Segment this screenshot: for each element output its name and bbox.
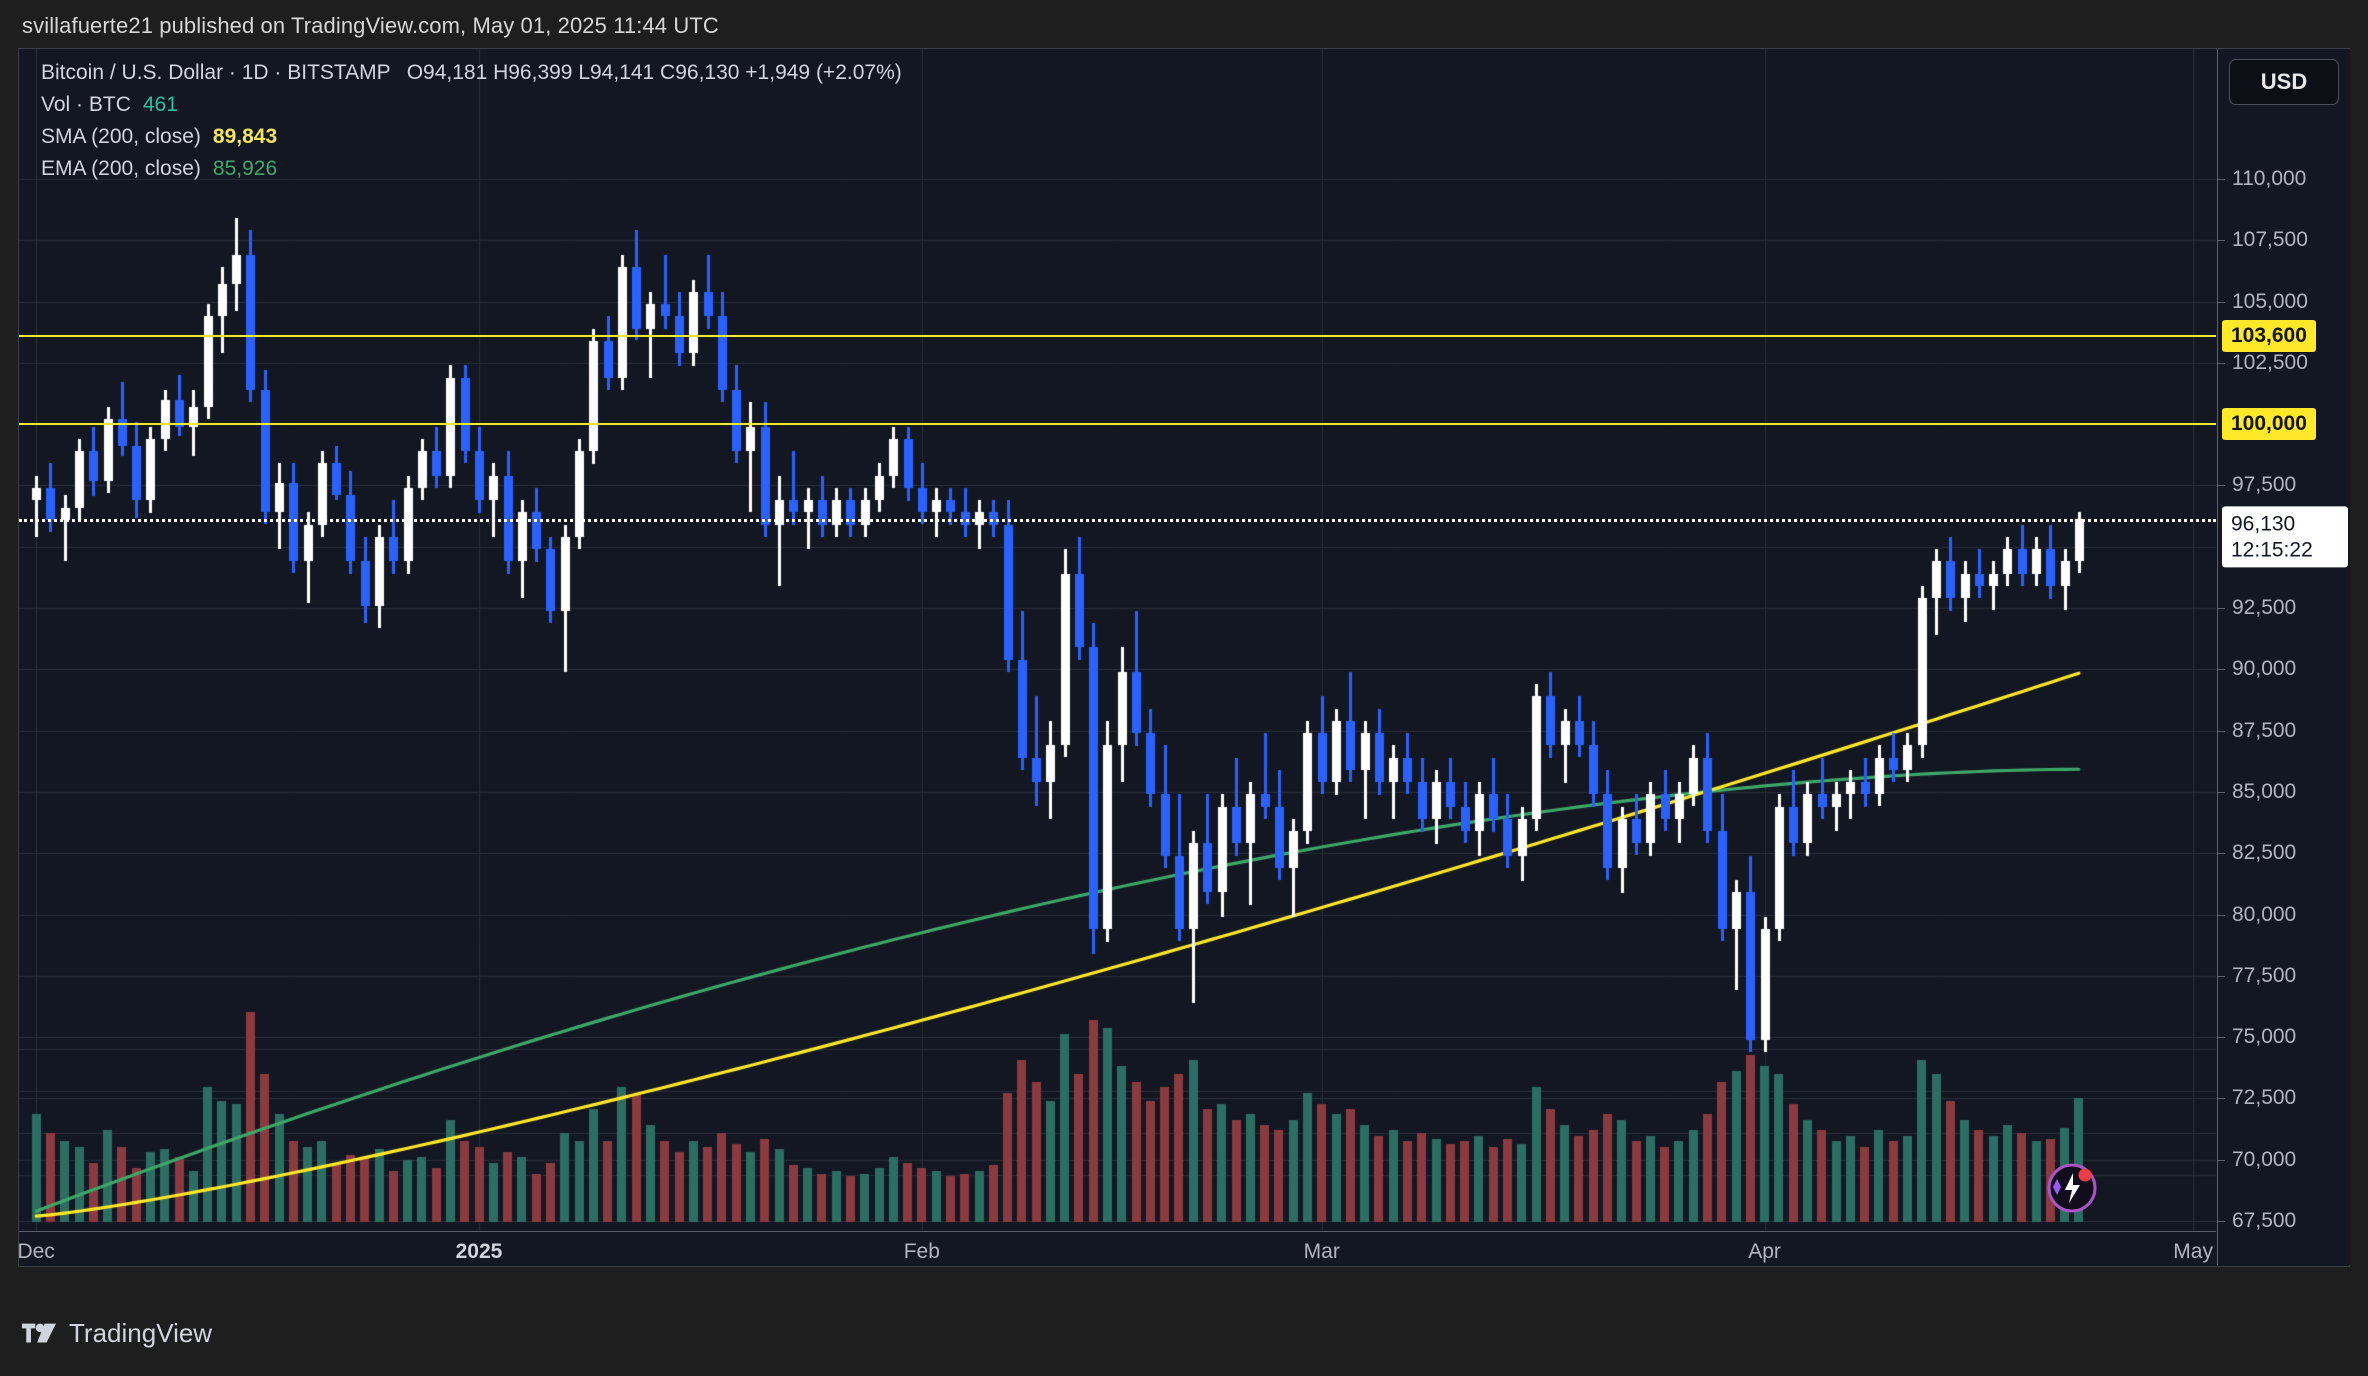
time-tick-feb: Feb xyxy=(903,1240,940,1263)
price-tick-107500: 107,500 xyxy=(2232,228,2308,252)
price-tickmark xyxy=(2218,1160,2225,1161)
publish-text: svillafuerte21 published on TradingView.… xyxy=(22,13,719,38)
price-tickmark xyxy=(2218,1098,2225,1099)
price-tick-72500: 72,500 xyxy=(2232,1086,2297,1110)
chart-frame: Bitcoin / U.S. Dollar · 1D · BITSTAMP O9… xyxy=(17,48,2350,1267)
time-tick-may: May xyxy=(2173,1240,2213,1263)
price-tickmark xyxy=(2218,179,2225,180)
candlestick-canvas[interactable] xyxy=(19,49,2216,1231)
price-axis[interactable]: USD 96,130 12:15:22 110,000 107,500 105,00… xyxy=(2217,49,2350,1265)
tradingview-footer: TradingView xyxy=(22,1318,212,1349)
currency-badge[interactable]: USD xyxy=(2229,59,2339,105)
price-tick-82500: 82,500 xyxy=(2232,841,2297,865)
sma-label: SMA (200, close) xyxy=(41,125,201,148)
legend-row-sma[interactable]: SMA (200, close) 89,843 xyxy=(41,121,902,153)
legend-row-volume[interactable]: Vol · BTC 461 xyxy=(41,89,902,121)
price-pane[interactable]: Bitcoin / U.S. Dollar · 1D · BITSTAMP O9… xyxy=(19,49,2216,1265)
ohlc-values: O94,181 H96,399 L94,141 C96,130 +1,949 (… xyxy=(406,61,902,84)
price-tick-87500: 87,500 xyxy=(2232,718,2297,742)
price-tick-75000: 75,000 xyxy=(2232,1025,2297,1049)
ema-value: 85,926 xyxy=(212,157,278,180)
last-price-value: 96,130 xyxy=(2231,512,2296,536)
price-tick-97500: 97,500 xyxy=(2232,473,2297,497)
price-tickmark xyxy=(2218,485,2225,486)
volume-label: Vol · BTC xyxy=(41,93,131,116)
price-tickmark xyxy=(2218,731,2225,732)
price-tick-67500: 67,500 xyxy=(2232,1209,2297,1232)
volume-value: 461 xyxy=(142,93,178,116)
chart-legend: Bitcoin / U.S. Dollar · 1D · BITSTAMP O9… xyxy=(41,57,902,185)
price-level-line-100000[interactable] xyxy=(19,423,2216,426)
time-tick-apr: Apr xyxy=(1748,1240,1781,1263)
tradingview-brand: TradingView xyxy=(69,1318,213,1348)
publish-attribution: svillafuerte21 published on TradingView.… xyxy=(22,10,719,42)
price-tickmark xyxy=(2218,853,2225,854)
price-tickmark xyxy=(2218,792,2225,793)
price-tick-80000: 80,000 xyxy=(2232,902,2297,926)
price-tickmark xyxy=(2218,1221,2225,1222)
price-tick-105000: 105,000 xyxy=(2232,289,2308,313)
price-tick-110000: 110,000 xyxy=(2232,167,2307,190)
price-tickmark xyxy=(2218,302,2225,303)
price-tickmark xyxy=(2218,240,2225,241)
last-price-line xyxy=(19,519,2216,523)
price-tickmark xyxy=(2218,608,2225,609)
price-tick-85000: 85,000 xyxy=(2232,779,2297,803)
time-tick-mar: Mar xyxy=(1303,1240,1340,1263)
legend-row-ema[interactable]: EMA (200, close) 85,926 xyxy=(41,153,902,185)
price-tick-102500: 102,500 xyxy=(2232,350,2308,374)
tradingview-logo-icon xyxy=(22,1323,56,1342)
last-price-badge[interactable]: 96,130 12:15:22 xyxy=(2222,506,2348,568)
currency-label: USD xyxy=(2260,69,2308,94)
price-tickmark xyxy=(2218,976,2225,977)
price-tick-92500: 92,500 xyxy=(2232,596,2297,620)
sma-value: 89,843 xyxy=(212,125,278,148)
price-tick-77500: 77,500 xyxy=(2232,963,2297,987)
price-level-line-103600[interactable] xyxy=(19,334,2216,337)
price-tick-90000: 90,000 xyxy=(2232,657,2297,681)
price-tick-70000: 70,000 xyxy=(2232,1147,2297,1171)
time-tick-2025: 2025 xyxy=(455,1240,503,1263)
price-tickmark xyxy=(2218,1037,2225,1038)
price-level-badge-103600[interactable]: 103,600 xyxy=(2222,319,2316,352)
price-level-badge-100000[interactable]: 100,000 xyxy=(2222,408,2316,441)
bar-countdown: 12:15:22 xyxy=(2231,538,2313,562)
price-tickmark xyxy=(2218,915,2225,916)
price-tickmark xyxy=(2218,363,2225,364)
ema-label: EMA (200, close) xyxy=(41,157,201,180)
time-tick-dec: Dec xyxy=(17,1240,55,1263)
ai-spark-icon[interactable] xyxy=(2039,1157,2101,1219)
price-tickmark xyxy=(2218,669,2225,670)
symbol-title: Bitcoin / U.S. Dollar · 1D · BITSTAMP xyxy=(41,61,391,84)
time-axis[interactable]: Dec 2025 Feb Mar Apr May xyxy=(17,1231,2216,1265)
legend-row-symbol[interactable]: Bitcoin / U.S. Dollar · 1D · BITSTAMP O9… xyxy=(41,57,902,89)
